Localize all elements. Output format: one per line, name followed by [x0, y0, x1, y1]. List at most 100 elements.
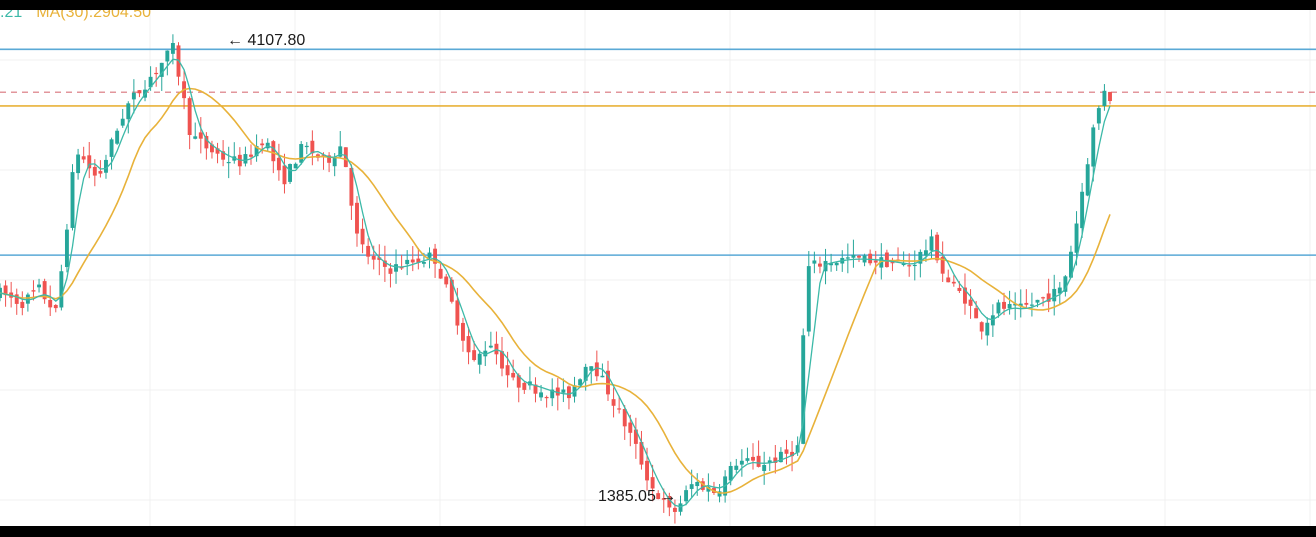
candle: [845, 243, 850, 274]
candle: [104, 154, 108, 179]
candle-body: [628, 422, 633, 433]
candle: [762, 451, 767, 485]
candle: [299, 141, 304, 165]
high-value-label: 4107.80: [247, 32, 306, 49]
candle: [176, 42, 181, 86]
candle: [873, 250, 878, 275]
candle: [338, 131, 343, 158]
candle-body: [260, 143, 265, 146]
candle: [193, 122, 198, 140]
candle-body: [1002, 301, 1006, 309]
candle-body: [355, 202, 359, 234]
candle-body: [477, 353, 482, 365]
candle-body: [483, 350, 488, 357]
candle-body: [327, 155, 332, 163]
ma30-line: [0, 87, 1111, 494]
candle-body: [1052, 288, 1057, 302]
candle: [600, 363, 605, 378]
candle-body: [884, 252, 889, 268]
candle: [527, 366, 532, 390]
candle: [92, 159, 97, 187]
candle-body: [1024, 302, 1029, 305]
candle: [929, 229, 934, 260]
candle: [48, 285, 53, 316]
ma-legend: .21 MA(30):2904.50: [0, 10, 151, 22]
candle: [271, 139, 276, 174]
candle: [355, 196, 359, 247]
candle: [1091, 124, 1096, 182]
candle: [64, 223, 69, 273]
candle-body: [639, 441, 644, 465]
candle-body: [912, 264, 917, 267]
candle-body: [929, 236, 934, 251]
candle-body: [561, 389, 566, 393]
candle: [751, 443, 755, 470]
candle-body: [1085, 164, 1090, 196]
candle-body: [31, 290, 36, 292]
candle: [500, 336, 504, 377]
candle-body: [550, 389, 555, 399]
candle-body: [215, 148, 220, 154]
candle-body: [399, 267, 404, 269]
candle-body: [957, 287, 962, 291]
candle: [868, 249, 873, 266]
candle: [282, 153, 287, 194]
candle-body: [416, 258, 421, 263]
candle: [896, 247, 900, 262]
candle: [901, 251, 906, 267]
candle-body: [488, 345, 493, 348]
candle-body: [996, 302, 1001, 314]
candle-body: [522, 382, 527, 390]
candle-body: [940, 256, 945, 274]
candle-body: [606, 370, 610, 395]
candle-body: [159, 62, 164, 77]
ma-short-line: [0, 58, 1111, 508]
candle-body: [461, 322, 465, 341]
candle: [951, 275, 956, 287]
candle: [923, 239, 928, 262]
plot-area[interactable]: .21 MA(30):2904.50 ← 4107.80 1385.05 →: [0, 10, 1316, 526]
candle: [410, 246, 415, 272]
right-arrow-icon: →: [660, 488, 677, 505]
candle: [712, 481, 716, 495]
candle: [109, 137, 114, 170]
candle: [611, 387, 616, 418]
candle: [215, 142, 220, 164]
candle: [544, 395, 549, 408]
candle: [884, 249, 889, 268]
candle-body: [578, 379, 583, 386]
candle-body: [137, 90, 142, 94]
candle-body: [1080, 191, 1085, 229]
candle: [667, 492, 672, 517]
candle-body: [1013, 303, 1018, 306]
candle-body: [42, 281, 47, 300]
candle-body: [170, 43, 175, 54]
candle: [1052, 274, 1057, 316]
candle: [382, 245, 387, 282]
candle-body: [165, 50, 170, 62]
candle: [143, 80, 147, 102]
candle: [907, 253, 912, 277]
candle: [20, 291, 25, 316]
candle: [204, 132, 209, 160]
candle-body: [382, 260, 387, 267]
candle: [784, 439, 789, 465]
candle-body: [511, 372, 516, 378]
candle: [343, 147, 348, 168]
candle: [767, 456, 772, 471]
candle: [70, 164, 75, 231]
candle: [120, 108, 125, 128]
candlestick-chart[interactable]: [0, 10, 1316, 526]
candle-body: [70, 172, 75, 228]
horizontal-lines: [0, 48, 1316, 256]
candle-body: [784, 449, 789, 454]
candle: [650, 464, 655, 502]
candle: [834, 261, 839, 271]
candle: [477, 350, 482, 374]
candle-body: [131, 92, 136, 100]
candle-body: [1029, 304, 1034, 306]
candle: [1080, 182, 1085, 238]
candle-body: [873, 260, 878, 263]
candle-body: [366, 245, 371, 257]
candle-body: [907, 265, 912, 267]
